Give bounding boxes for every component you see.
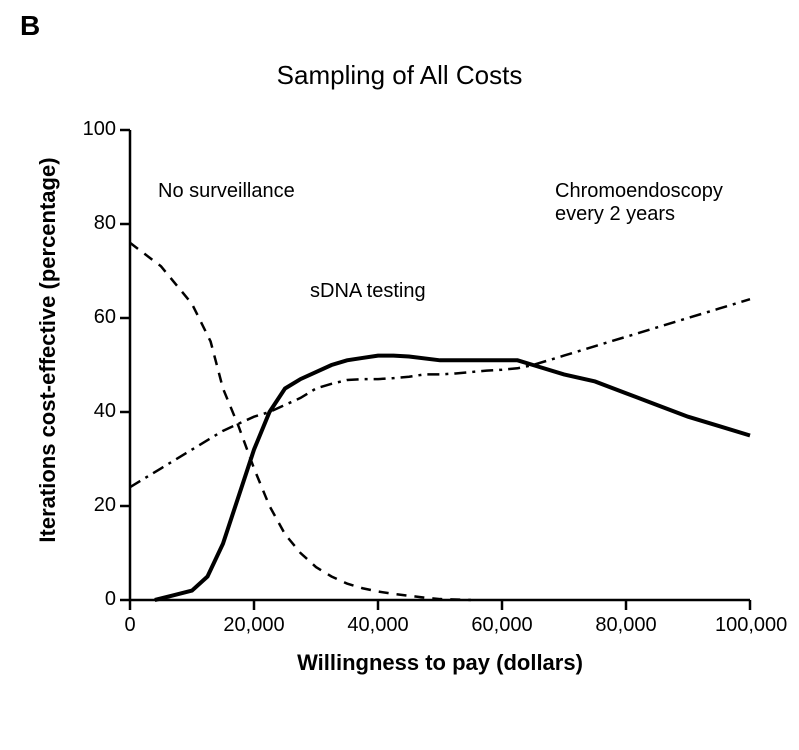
x-tick-label: 80,000 xyxy=(591,614,661,637)
chart-title: Sampling of All Costs xyxy=(0,60,799,91)
y-axis-label: Iterations cost-effective (percentage) xyxy=(35,115,61,585)
y-tick-label: 20 xyxy=(94,494,116,517)
series-label-chromoendoscopy: Chromoendoscopy every 2 years xyxy=(555,180,723,226)
panel-label: B xyxy=(20,10,40,42)
x-tick-label: 100,000 xyxy=(715,614,785,637)
series-chromoendoscopy xyxy=(130,299,750,487)
y-tick-label: 80 xyxy=(94,212,116,235)
y-tick-label: 0 xyxy=(105,588,116,611)
x-tick-label: 0 xyxy=(95,614,165,637)
series-label-no-surveillance: No surveillance xyxy=(158,180,295,203)
x-tick-label: 60,000 xyxy=(467,614,537,637)
y-tick-label: 60 xyxy=(94,306,116,329)
series-label-sdna-testing: sDNA testing xyxy=(310,280,426,303)
x-axis-label: Willingness to pay (dollars) xyxy=(130,650,750,676)
y-tick-label: 40 xyxy=(94,400,116,423)
y-tick-label: 100 xyxy=(83,118,116,141)
x-tick-label: 20,000 xyxy=(219,614,289,637)
series-sdna-testing xyxy=(155,356,750,600)
x-tick-label: 40,000 xyxy=(343,614,413,637)
